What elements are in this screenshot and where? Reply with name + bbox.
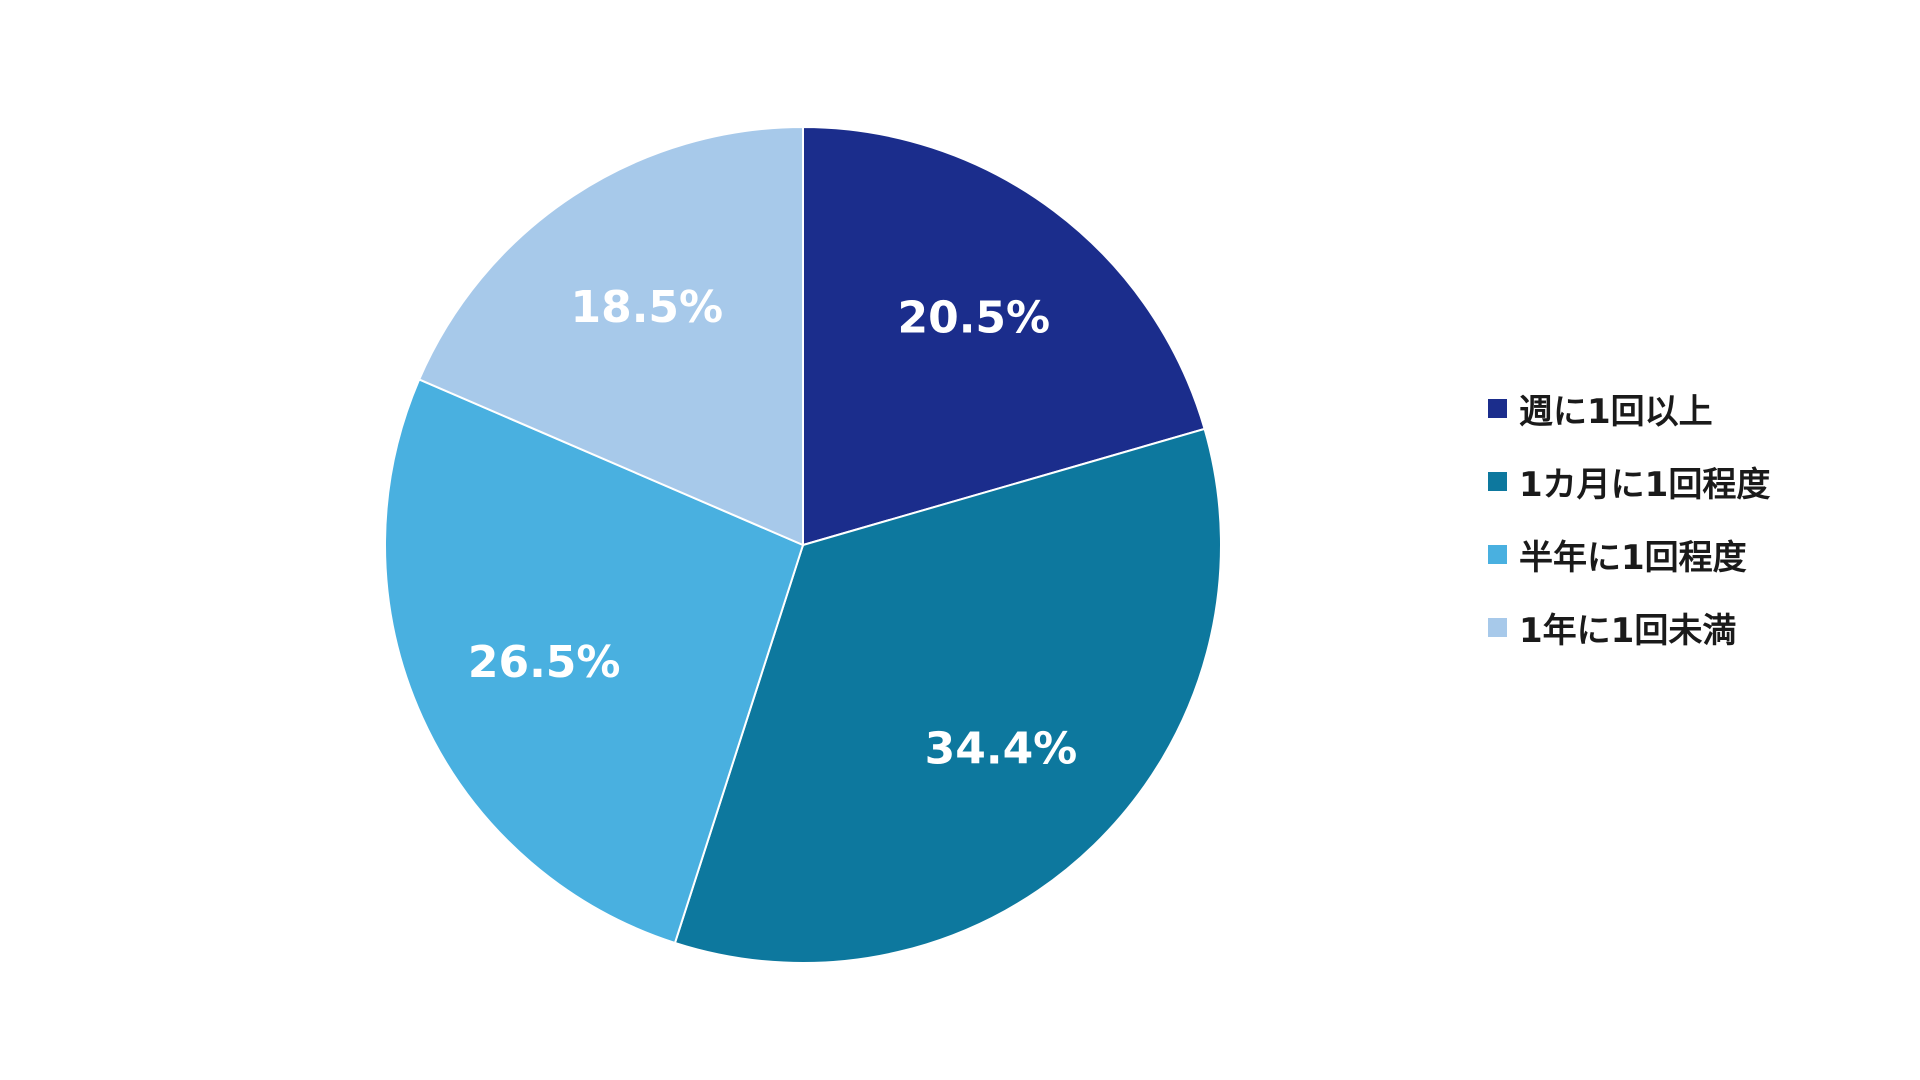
pie-slice-1 <box>673 427 1222 964</box>
legend-swatch <box>1488 545 1507 564</box>
pie-data-label-1: 34.4% <box>925 723 1078 774</box>
pie-data-labels: 20.5% 34.4% 26.5% 18.5% <box>468 282 1077 774</box>
pie-slices <box>384 125 1222 964</box>
legend-item-1: 1カ月に1回程度 <box>1488 445 1770 518</box>
legend-label: 1カ月に1回程度 <box>1519 465 1771 505</box>
legend-swatch <box>1488 472 1507 491</box>
pie-slice-2 <box>384 378 805 945</box>
pie-data-label-2: 26.5% <box>468 637 621 688</box>
legend-swatch <box>1488 618 1507 637</box>
legend-swatch <box>1488 399 1507 418</box>
pie-data-label-0: 20.5% <box>897 292 1050 343</box>
pie-data-label-3: 18.5% <box>570 282 723 333</box>
legend-label: 半年に1回程度 <box>1519 538 1747 578</box>
legend-label: 1年に1回未満 <box>1519 611 1737 651</box>
legend-item-0: 週に1回以上 <box>1488 372 1770 445</box>
legend-item-2: 半年に1回程度 <box>1488 518 1770 591</box>
pie-slice-3 <box>417 125 804 547</box>
pie-slice-0 <box>802 125 1206 547</box>
legend-label: 週に1回以上 <box>1519 392 1713 432</box>
legend: 週に1回以上 1カ月に1回程度 半年に1回程度 1年に1回未満 <box>1488 372 1770 664</box>
legend-item-3: 1年に1回未満 <box>1488 591 1770 664</box>
